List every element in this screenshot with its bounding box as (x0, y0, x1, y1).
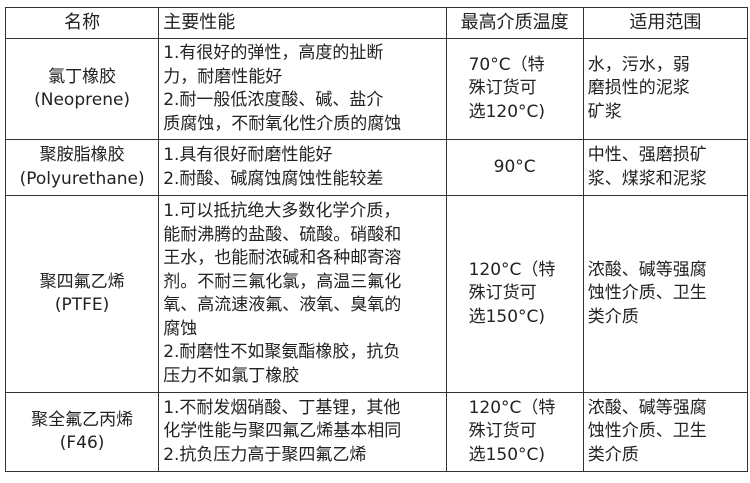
header-performance: 主要性能 (158, 7, 447, 39)
performance-line: 1.有很好的弹性，高度的扯断 (163, 43, 384, 63)
cell-name: 聚四氟乙烯 (PTFE) (4, 195, 160, 393)
application-line: 磨损性的泥浆 (587, 78, 690, 99)
application-line: 类介质 (587, 444, 639, 465)
cell-performance: 1.可以抵抗绝大多数化学介质， 能耐沸腾的盐酸、硫酸。硝酸和 王水，也能耐浓碱和各种… (158, 195, 447, 393)
name-line: (Neoprene) (34, 90, 131, 110)
performance-line: 1.具有很好耐磨性能好 (163, 145, 333, 165)
header-temperature: 最高介质温度 (445, 7, 584, 39)
cell-temperature: 120°C（特 殊订货可 选150°C) (445, 392, 584, 472)
table-row: 聚胺脂橡胶 (Polyurethane) 1.具有很好耐磨性能好 2.耐酸、碱腐蚀腐蚀… (4, 139, 749, 196)
application-line: 矿浆 (587, 101, 622, 122)
cell-name: 聚全氟乙丙烯 (F46) (4, 392, 160, 472)
application-line: 浓酸、碱等强腐 (587, 259, 707, 280)
cell-performance: 1.具有很好耐磨性能好 2.耐酸、碱腐蚀腐蚀性能较差 (158, 139, 447, 196)
application-line: 浓酸、碱等强腐 (587, 397, 707, 418)
application-line: 蚀性介质、卫生 (587, 421, 707, 442)
name-line: 聚胺脂橡胶 (39, 145, 125, 165)
table-row: 聚四氟乙烯 (PTFE) 1.可以抵抗绝大多数化学介质， 能耐沸腾的盐酸、硫酸。硝酸和… (4, 195, 749, 393)
performance-line: 质腐蚀，不耐氧化性介质的腐蚀 (163, 113, 402, 134)
table-row: 氯丁橡胶 (Neoprene) 1.有很好的弹性，高度的扯断 力，耐磨性能好 2.耐一般… (4, 38, 749, 140)
performance-line: 1.不耐发烟硝酸、丁基锂，其他 (163, 397, 401, 418)
application-line: 类介质 (587, 306, 639, 327)
application-line: 中性、强磨损矿 (587, 145, 707, 165)
table-row: 聚全氟乙丙烯 (F46) 1.不耐发烟硝酸、丁基锂，其他 化学性能与聚四氟乙烯基本相同… (4, 392, 749, 472)
temperature-line: 70°C（特 (468, 54, 545, 75)
performance-line: 压力不如氯丁橡胶 (163, 365, 300, 386)
temperature-line: 90°C (493, 156, 536, 177)
cell-performance: 1.有很好的弹性，高度的扯断 力，耐磨性能好 2.耐一般低浓度酸、碱、盐介 质腐蚀，不… (158, 38, 447, 140)
performance-line: 氧、高流速液氟、液氧、臭氧的 (163, 295, 402, 315)
performance-line: 2.抗负压力高于聚四氟乙烯 (163, 444, 367, 465)
temperature-line: 殊订货可 (468, 283, 537, 304)
header-application: 适用范围 (582, 7, 749, 39)
cell-temperature: 70°C（特 殊订货可 选120°C) (445, 38, 584, 140)
application-line: 水，污水，弱 (587, 54, 690, 75)
performance-line: 2.耐一般低浓度酸、碱、盐介 (163, 90, 384, 110)
performance-line: 2.耐磨性不如聚氨酯橡胶，抗负 (163, 342, 401, 362)
application-line: 蚀性介质、卫生 (587, 283, 707, 304)
temperature-line: 殊订货可 (468, 421, 537, 442)
name-line: 聚四氟乙烯 (39, 271, 125, 292)
performance-line: 腐蚀 (163, 318, 198, 339)
header-row: 名称 主要性能 最高介质温度 适用范围 (4, 7, 749, 39)
performance-line: 剂。不耐三氟化氯，高温三氟化 (163, 271, 402, 292)
performance-line: 力，耐磨性能好 (163, 66, 283, 87)
performance-line: 1.可以抵抗绝大多数化学介质， (163, 201, 401, 221)
cell-application: 中性、强磨损矿 浆、煤浆和泥浆 (582, 139, 749, 196)
header-name: 名称 (4, 7, 160, 39)
cell-temperature: 120°C（特 殊订货可 选150°C) (445, 195, 584, 393)
performance-line: 2.耐酸、碱腐蚀腐蚀性能较差 (163, 168, 384, 189)
name-line: 聚全氟乙丙烯 (31, 409, 134, 430)
name-line: (F46) (59, 433, 105, 453)
temperature-line: 殊订货可 (468, 78, 537, 99)
cell-name: 聚胺脂橡胶 (Polyurethane) (4, 139, 160, 196)
cell-temperature: 90°C (445, 139, 584, 196)
performance-line: 王水，也能耐浓碱和各种邮寄溶 (163, 248, 402, 268)
temperature-line: 选120°C) (468, 101, 546, 122)
name-line: (PTFE) (54, 295, 110, 315)
cell-application: 浓酸、碱等强腐 蚀性介质、卫生 类介质 (582, 392, 749, 472)
temperature-line: 120°C（特 (468, 397, 556, 418)
name-line: (Polyurethane) (19, 168, 145, 189)
performance-line: 能耐沸腾的盐酸、硫酸。硝酸和 (163, 224, 402, 245)
performance-line: 化学性能与聚四氟乙烯基本相同 (163, 421, 402, 442)
cell-application: 浓酸、碱等强腐 蚀性介质、卫生 类介质 (582, 195, 749, 393)
temperature-line: 选150°C) (468, 306, 546, 327)
name-line: 氯丁橡胶 (48, 66, 117, 87)
temperature-line: 选150°C) (468, 444, 546, 465)
temperature-line: 120°C（特 (468, 259, 556, 280)
cell-performance: 1.不耐发烟硝酸、丁基锂，其他 化学性能与聚四氟乙烯基本相同 2.抗负压力高于聚四氟… (158, 392, 447, 472)
cell-name: 氯丁橡胶 (Neoprene) (4, 38, 160, 140)
cell-application: 水，污水，弱 磨损性的泥浆 矿浆 (582, 38, 749, 140)
material-table: 名称 主要性能 最高介质温度 适用范围 氯丁橡胶 (Neoprene) 1.有很好的… (4, 7, 749, 472)
application-line: 浆、煤浆和泥浆 (587, 168, 707, 189)
